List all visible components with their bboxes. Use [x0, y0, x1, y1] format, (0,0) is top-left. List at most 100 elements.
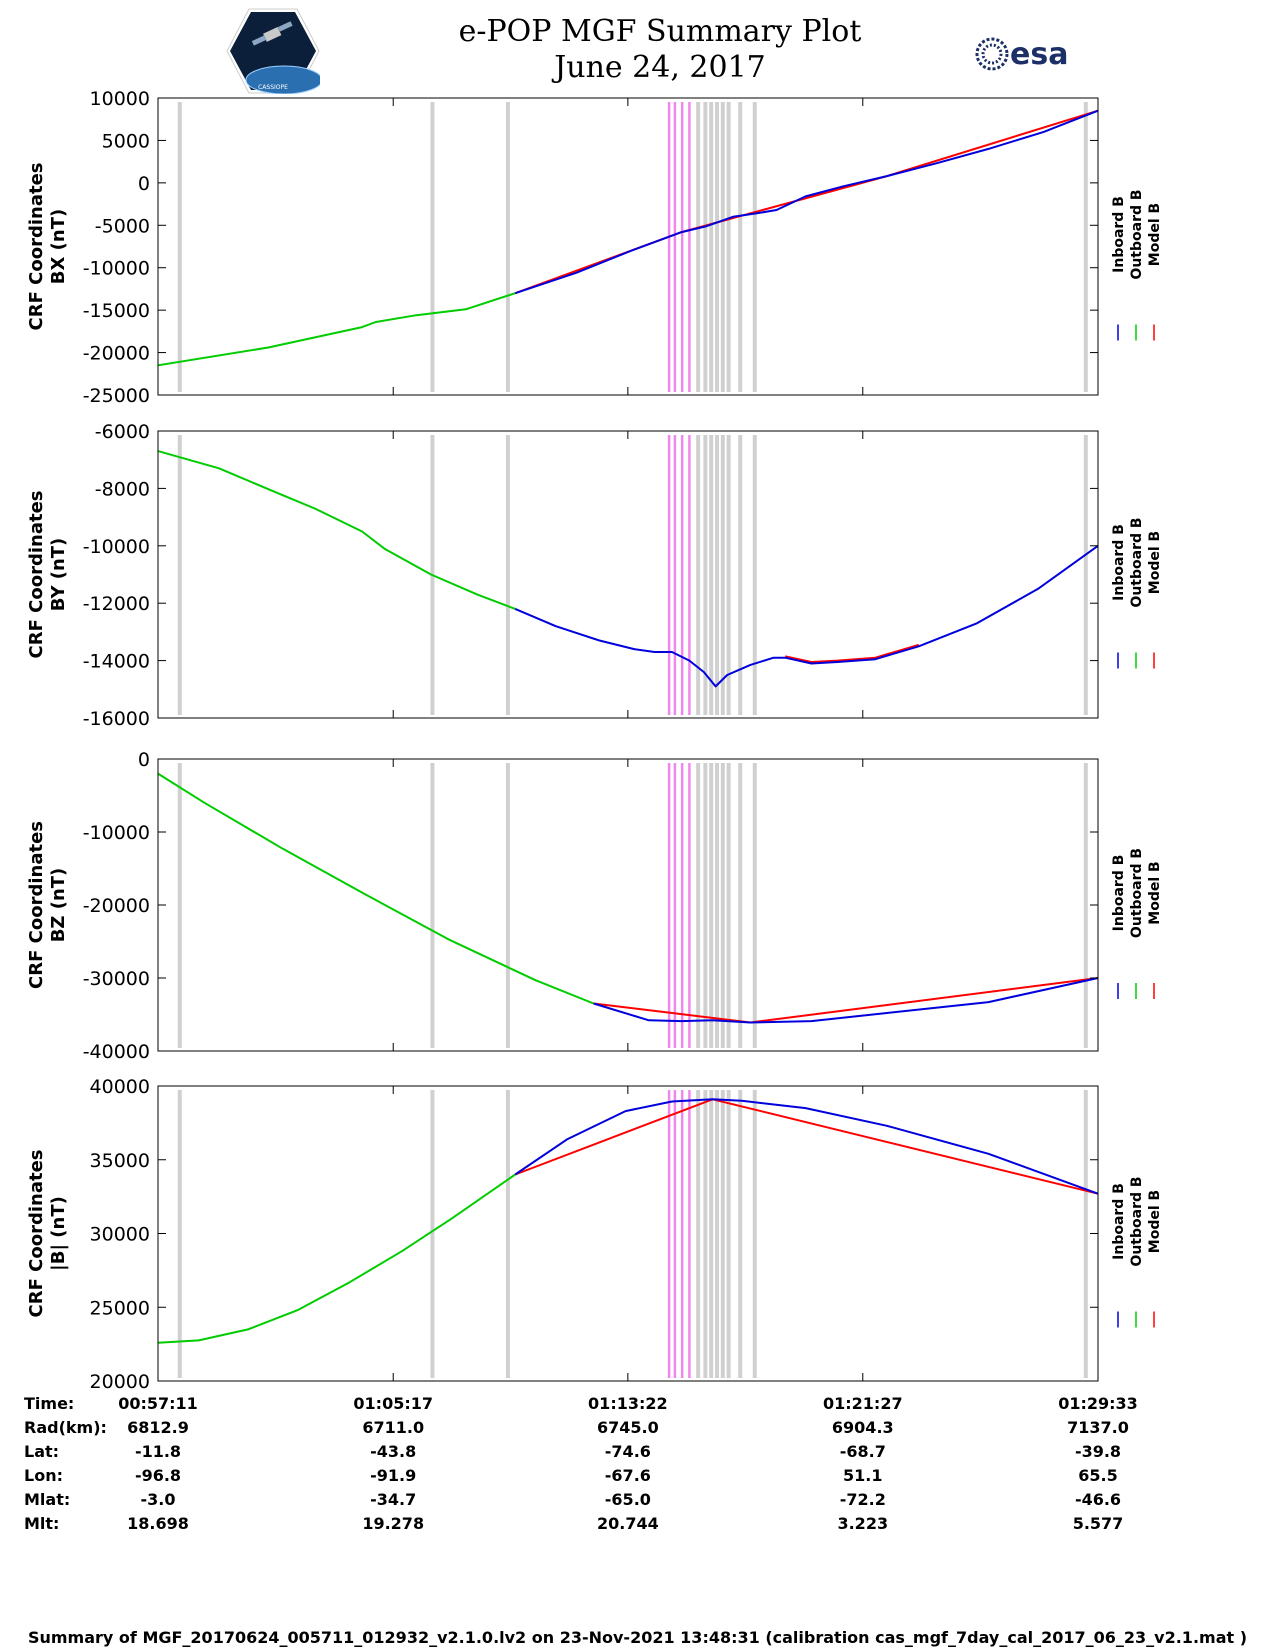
y-tick-label: -30000	[83, 968, 150, 990]
info-value: -72.2	[839, 1490, 886, 1509]
info-value: 6745.0	[596, 1418, 659, 1437]
legend-entry-model-b: Model B	[1147, 1190, 1163, 1253]
info-value: -74.6	[604, 1442, 651, 1461]
y-axis-label-line-2: BX (nT)	[48, 209, 69, 284]
y-tick-label: 0	[138, 749, 150, 771]
y-tick-label: -10000	[83, 822, 150, 844]
y-axis-label: CRF CoordinatesBY (nT)	[26, 491, 69, 659]
y-axis-label-line-2: |B| (nT)	[48, 1196, 69, 1271]
y-axis-label-line-1: CRF Coordinates	[26, 1150, 47, 1318]
info-value: 6812.9	[127, 1418, 189, 1437]
y-axis-label-line-1: CRF Coordinates	[26, 821, 47, 989]
info-label: Time:	[24, 1394, 75, 1413]
series-line-inboard-b	[514, 1098, 1099, 1195]
chart-panel-1: 10000 5000 0 -5000 -10000 -15000 -20000 -25000 C…	[26, 88, 1163, 407]
legend-entry-inboard-b: Inboard B	[1111, 1183, 1127, 1260]
y-tick-label: 5000	[102, 130, 150, 152]
info-value: 7137.0	[1067, 1418, 1129, 1437]
chart-panel-4: 40000 35000 30000 25000 20000 CRF Coordinates…	[26, 1076, 1163, 1393]
y-tick-label: -40000	[83, 1041, 150, 1063]
y-tick-label: -12000	[83, 593, 150, 615]
y-axis-label-line-1: CRF Coordinates	[26, 491, 47, 659]
y-tick-label: 20000	[90, 1371, 150, 1393]
info-value: -91.9	[370, 1466, 417, 1485]
info-value: -96.8	[134, 1466, 182, 1485]
y-tick-label: -20000	[83, 895, 150, 917]
legend-entry-inboard-b: Inboard B	[1111, 855, 1127, 932]
series-line-model-b	[514, 109, 1099, 295]
y-tick-label: -6000	[95, 421, 150, 443]
chart-panel-2: -6000 -8000 -10000 -12000 -14000 -16000 CRF Co…	[26, 421, 1163, 730]
info-value: 6904.3	[831, 1418, 894, 1437]
y-axis-label: CRF Coordinates|B| (nT)	[26, 1150, 69, 1318]
legend-entry-model-b: Model B	[1147, 861, 1163, 924]
esa-logo: esa	[975, 37, 1068, 72]
series-line-inboard-b	[514, 109, 1099, 295]
info-value: 19.278	[362, 1514, 425, 1533]
series-line-inboard-b	[514, 544, 1099, 688]
info-value: 51.1	[843, 1466, 883, 1485]
info-value: 3.223	[837, 1514, 889, 1533]
y-tick-label: -10000	[83, 258, 150, 280]
y-tick-label: -20000	[83, 343, 150, 365]
y-tick-label: 10000	[90, 88, 150, 110]
series-line-outboard-b	[157, 450, 516, 610]
y-axis-label-line-2: BZ (nT)	[48, 868, 69, 943]
info-value: 65.5	[1078, 1466, 1118, 1485]
info-value: 18.698	[127, 1514, 189, 1533]
info-value: -11.8	[134, 1442, 182, 1461]
legend-entry-outboard-b: Outboard B	[1129, 517, 1145, 607]
info-row-mlt: Mlt: 18.698 19.278 20.744 3.223 5.577	[0, 1514, 1275, 1538]
y-tick-label: 40000	[90, 1076, 150, 1098]
info-value: -39.8	[1074, 1442, 1122, 1461]
info-label: Mlt:	[24, 1514, 60, 1533]
y-tick-label: -16000	[83, 708, 150, 730]
y-tick-label: -25000	[83, 385, 150, 407]
info-row-time: Time: 00:57:11 01:05:17 01:13:22 01:21:27 01:…	[0, 1394, 1275, 1418]
y-axis-label: CRF CoordinatesBZ (nT)	[26, 821, 69, 989]
svg-text:esa: esa	[1010, 37, 1068, 72]
plot-frame	[157, 1085, 1099, 1382]
legend-entry-outboard-b: Outboard B	[1129, 1176, 1145, 1266]
plot-frame	[157, 97, 1099, 396]
mgf-summary-charts: 10000 5000 0 -5000 -10000 -15000 -20000 -25000 C…	[26, 88, 1163, 1393]
info-label: Lon:	[24, 1466, 63, 1485]
info-row-lat: Lat: -11.8 -43.8 -74.6 -68.7 -39.8	[0, 1442, 1275, 1466]
info-label: Mlat:	[24, 1490, 71, 1509]
series-line-outboard-b	[157, 772, 594, 1005]
footer-caption: Summary of MGF_20170624_005711_012932_v2…	[27, 1628, 1248, 1647]
y-tick-label: 0	[138, 173, 150, 195]
svg-text:CASSIOPE: CASSIOPE	[258, 84, 288, 91]
title-line-2: June 24, 2017	[554, 50, 766, 85]
legend-entry-model-b: Model B	[1147, 531, 1163, 594]
y-axis-label-line-1: CRF Coordinates	[26, 163, 47, 331]
info-value: -43.8	[370, 1442, 417, 1461]
series-line-inboard-b	[593, 977, 1099, 1024]
info-value: 01:13:22	[588, 1394, 668, 1413]
info-value: -67.6	[604, 1466, 651, 1485]
y-tick-label: -8000	[95, 478, 150, 500]
info-row-lon: Lon: -96.8 -91.9 -67.6 51.1 65.5	[0, 1466, 1275, 1490]
series-line-model-b	[784, 643, 920, 663]
info-value: -65.0	[604, 1490, 651, 1509]
y-axis-label-line-2: BY (nT)	[48, 538, 69, 612]
info-value: -46.6	[1074, 1490, 1122, 1509]
title-line-1: e-POP MGF Summary Plot	[458, 14, 862, 49]
info-value: 01:05:17	[353, 1394, 433, 1413]
legend-entry-inboard-b: Inboard B	[1111, 196, 1127, 273]
info-value: -68.7	[839, 1442, 886, 1461]
info-value: 20.744	[596, 1514, 659, 1533]
series-line-outboard-b	[157, 1173, 516, 1344]
legend-entry-outboard-b: Outboard B	[1129, 848, 1145, 938]
info-value: -34.7	[370, 1490, 417, 1509]
info-value: -3.0	[140, 1490, 176, 1509]
plot-frame	[157, 430, 1099, 719]
plot-title: e-POP MGF Summary Plot June 24, 2017	[360, 14, 960, 86]
info-value: 6711.0	[362, 1418, 425, 1437]
info-label: Rad(km):	[24, 1418, 107, 1437]
info-value: 00:57:11	[118, 1394, 198, 1413]
y-tick-label: -10000	[83, 536, 150, 558]
info-label: Lat:	[24, 1442, 60, 1461]
series-line-outboard-b	[157, 292, 516, 367]
y-tick-label: -14000	[83, 651, 150, 673]
